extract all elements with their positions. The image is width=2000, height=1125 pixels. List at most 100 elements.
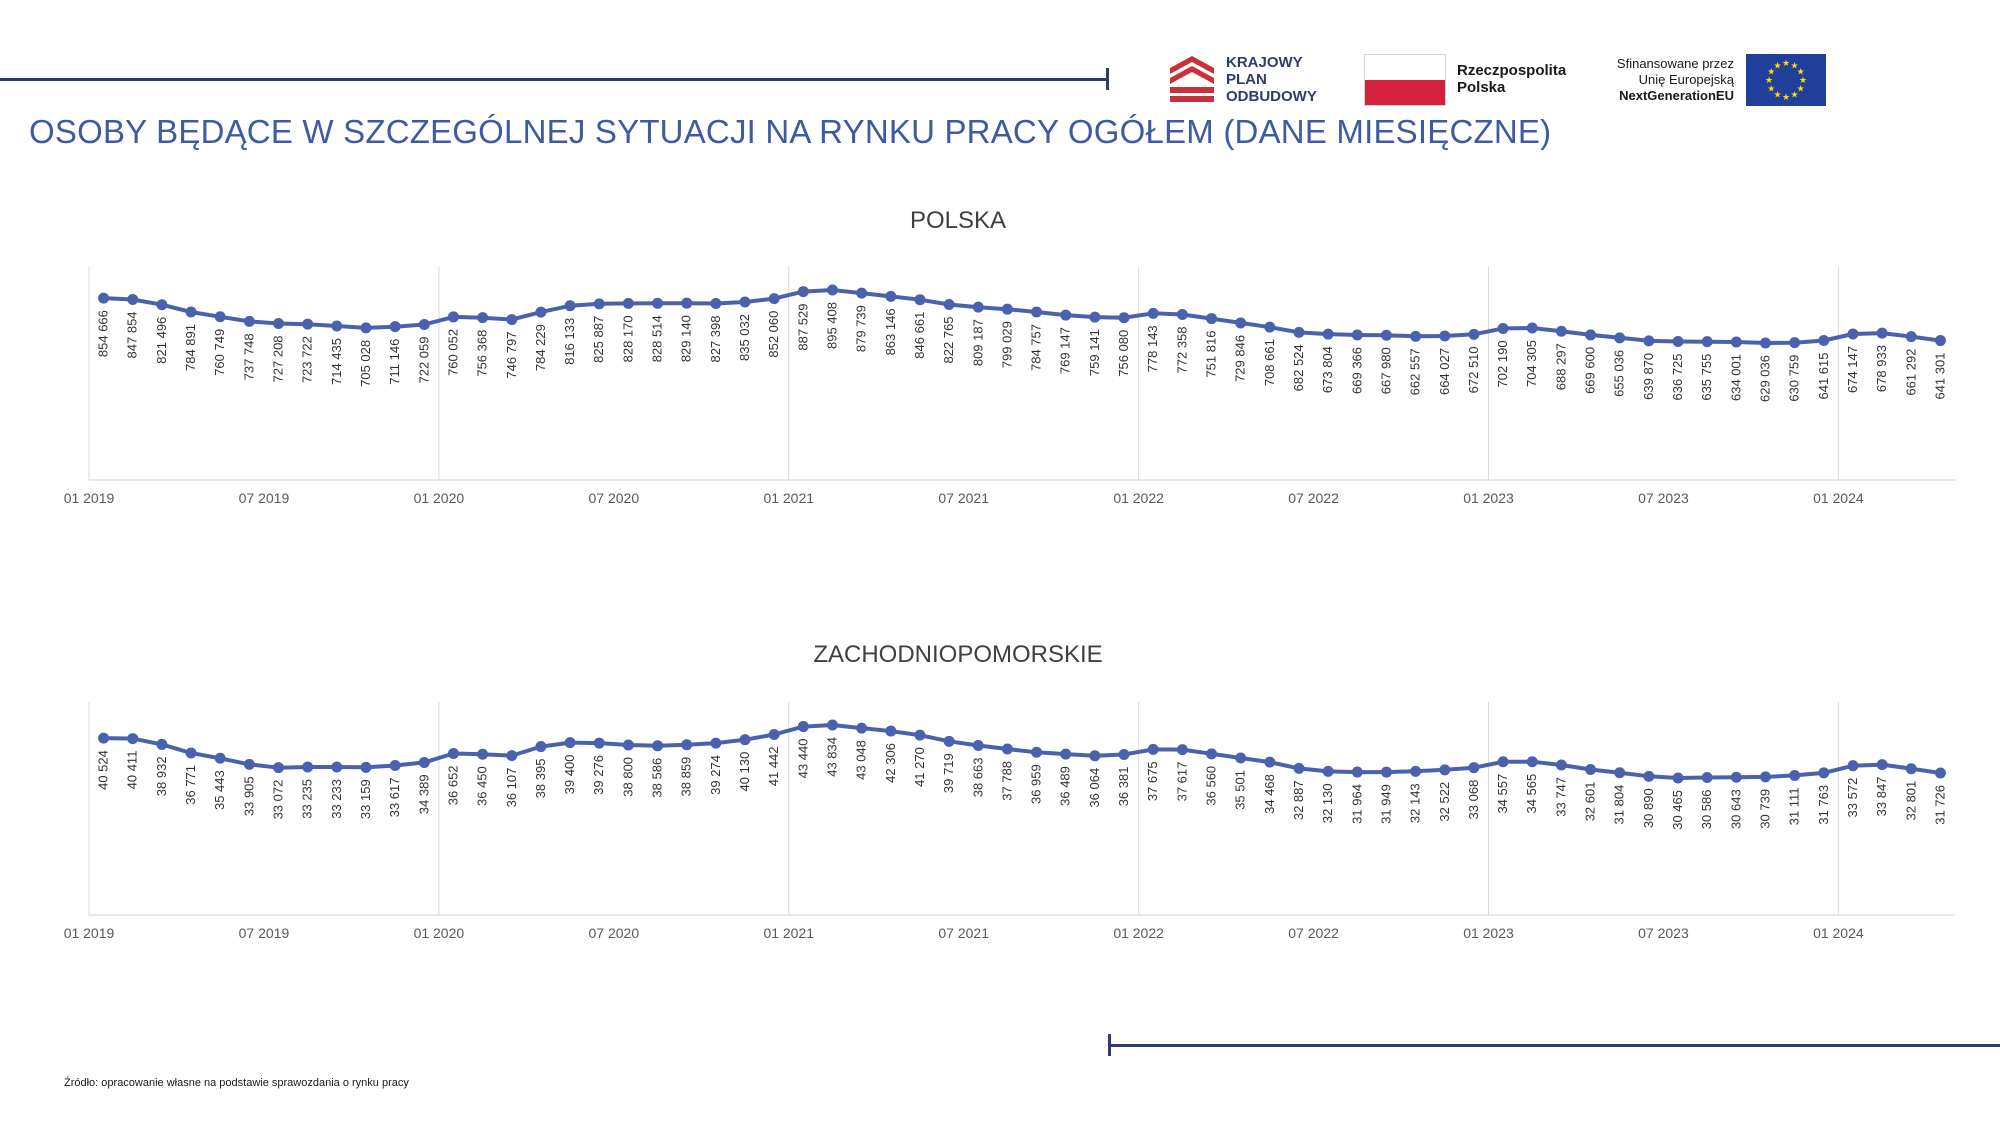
data-label: 704 305	[1524, 340, 1539, 387]
data-point	[1905, 331, 1917, 343]
data-label: 40 524	[96, 750, 111, 790]
x-tick-label: 01 2019	[64, 490, 115, 506]
data-point	[797, 286, 809, 298]
x-tick-label: 07 2019	[239, 490, 290, 506]
data-label: 852 060	[766, 311, 781, 358]
data-label: 835 032	[737, 314, 752, 361]
data-point	[914, 729, 926, 741]
data-label: 36 381	[1116, 767, 1131, 807]
data-label: 43 834	[824, 737, 839, 777]
data-point	[564, 737, 576, 749]
x-tick-label: 01 2023	[1463, 490, 1514, 506]
data-label: 32 130	[1320, 783, 1335, 823]
data-label: 31 111	[1787, 787, 1802, 825]
x-tick-label: 07 2019	[239, 925, 290, 941]
data-point	[1206, 748, 1218, 760]
data-label: 778 143	[1145, 325, 1160, 372]
data-label: 655 036	[1612, 350, 1627, 397]
data-label: 784 757	[1029, 324, 1044, 371]
data-point	[1643, 335, 1655, 347]
data-point	[972, 739, 984, 751]
data-point	[1322, 765, 1334, 777]
data-point	[127, 293, 139, 305]
data-label: 36 959	[1029, 764, 1044, 804]
data-point	[1614, 332, 1626, 344]
data-label: 43 048	[854, 740, 869, 780]
data-label: 38 859	[679, 757, 694, 797]
data-point	[273, 762, 285, 774]
data-point	[389, 760, 401, 772]
data-point	[1147, 743, 1159, 755]
data-label: 854 666	[96, 310, 111, 357]
data-point	[1672, 772, 1684, 784]
data-label: 759 141	[1087, 329, 1102, 376]
data-point	[768, 728, 780, 740]
data-point	[360, 761, 372, 773]
data-label: 38 663	[970, 757, 985, 797]
data-point	[1905, 763, 1917, 775]
data-label: 879 739	[854, 305, 869, 352]
data-label: 664 027	[1437, 348, 1452, 395]
data-point	[943, 298, 955, 310]
bottom-rule	[1110, 1044, 2000, 1047]
data-label: 42 306	[883, 743, 898, 783]
data-label: 33 159	[358, 779, 373, 819]
data-label: 635 755	[1699, 354, 1714, 401]
x-tick-label: 07 2023	[1638, 925, 1689, 941]
data-label: 36 450	[475, 766, 490, 806]
data-point	[477, 748, 489, 760]
eu-flag-icon: ★ ★ ★ ★ ★ ★ ★ ★ ★ ★ ★ ★	[1746, 54, 1826, 106]
eu-star-icon: ★	[1799, 75, 1807, 85]
data-label: 36 064	[1087, 768, 1102, 808]
data-label: 33 905	[241, 776, 256, 816]
data-label: 33 233	[329, 779, 344, 819]
data-point	[710, 298, 722, 310]
data-label: 32 887	[1291, 780, 1306, 820]
data-label: 33 747	[1553, 777, 1568, 817]
data-point	[1089, 311, 1101, 323]
data-point	[1176, 308, 1188, 320]
data-point	[768, 293, 780, 305]
data-point	[826, 719, 838, 731]
data-label: 35 501	[1233, 770, 1248, 810]
data-point	[943, 735, 955, 747]
data-label: 38 932	[154, 756, 169, 796]
data-point	[1380, 329, 1392, 341]
eu-star-icon: ★	[1782, 58, 1790, 68]
rp-logo-line1: Rzeczpospolita	[1457, 62, 1567, 79]
data-label: 827 398	[708, 316, 723, 363]
series-line	[103, 723, 1941, 780]
data-label: 38 800	[620, 757, 635, 797]
data-point	[1789, 769, 1801, 781]
eu-star-icon: ★	[1773, 60, 1781, 70]
data-label: 33 847	[1874, 777, 1889, 817]
data-label: 816 133	[562, 318, 577, 365]
data-point	[302, 761, 314, 773]
data-label: 682 524	[1291, 344, 1306, 391]
data-label: 751 816	[1204, 331, 1219, 378]
data-point	[1264, 756, 1276, 768]
data-point	[331, 320, 343, 332]
data-label: 799 029	[999, 321, 1014, 368]
eu-star-icon: ★	[1765, 75, 1773, 85]
data-point	[331, 761, 343, 773]
data-point	[1322, 328, 1334, 340]
data-point	[447, 311, 459, 323]
source-note: Źródło: opracowanie własne na podstawie …	[64, 1077, 409, 1089]
data-label: 760 749	[212, 329, 227, 376]
data-label: 711 146	[387, 339, 402, 385]
data-point	[185, 306, 197, 318]
data-point	[826, 284, 838, 296]
data-point	[1060, 748, 1072, 760]
data-label: 36 560	[1204, 766, 1219, 806]
chart-title-zachodniopomorskie: ZACHODNIOPOMORSKIE	[813, 641, 1103, 668]
eu-star-icon: ★	[1797, 67, 1805, 77]
data-label: 672 510	[1466, 346, 1481, 393]
data-label: 43 440	[795, 739, 810, 779]
kpo-logo-line3: ODBUDOWY	[1226, 88, 1317, 105]
data-label: 37 788	[999, 761, 1014, 801]
data-point	[1118, 749, 1130, 761]
data-label: 729 846	[1233, 335, 1248, 382]
data-label: 33 068	[1466, 780, 1481, 820]
data-point	[1060, 309, 1072, 321]
